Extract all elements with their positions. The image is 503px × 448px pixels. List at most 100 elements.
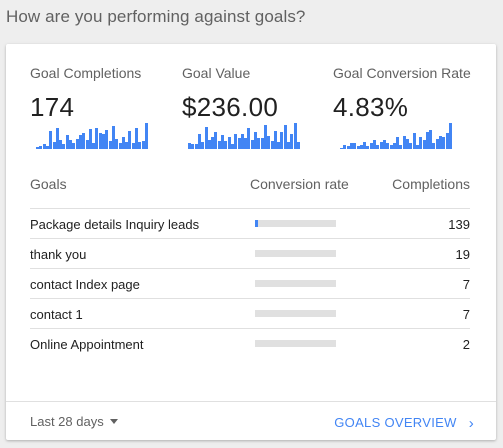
sparkline-bar xyxy=(98,133,102,149)
goal-completions: 19 xyxy=(455,247,470,262)
goal-completions: 7 xyxy=(462,307,470,322)
conversion-rate-bar xyxy=(255,220,336,227)
sparkline-bar xyxy=(280,132,284,149)
sparkline-bar xyxy=(442,137,446,149)
sparkline-bar xyxy=(254,132,257,149)
sparkline-bar xyxy=(432,143,436,149)
sparkline-bar xyxy=(75,139,79,149)
sparkline-bar xyxy=(396,137,400,149)
sparkline-bar xyxy=(207,140,211,149)
sparkline-bar xyxy=(287,142,290,149)
metric-goal-completions[interactable]: Goal Completions 174 xyxy=(30,65,142,122)
sparkline-bar xyxy=(230,144,234,149)
date-range-label: Last 28 days xyxy=(30,414,104,429)
sparkline-bar xyxy=(257,138,261,149)
sparkline-bar xyxy=(237,138,241,149)
sparkline-bar xyxy=(135,128,138,149)
sparkline-bar xyxy=(293,123,297,149)
metric-value: 4.83% xyxy=(333,92,409,122)
sparkline-bar xyxy=(191,144,195,149)
sparkline-bar xyxy=(263,125,267,149)
column-header-completions: Completions xyxy=(392,176,470,192)
sparkline-bar xyxy=(121,137,125,149)
conversion-rate-bar xyxy=(255,280,336,287)
sparkline-bar xyxy=(188,143,191,149)
sparkline-bar xyxy=(399,145,403,149)
goal-name: Package details Inquiry leads xyxy=(30,217,200,232)
sparkline-bar xyxy=(111,126,115,149)
sparkline-bar xyxy=(141,141,145,149)
sparkline-bar xyxy=(422,140,426,149)
sparkline-goal-conversion-rate xyxy=(340,121,452,149)
sparkline-bar xyxy=(376,145,380,149)
sparkline-bar xyxy=(59,140,63,149)
sparkline-bar xyxy=(373,140,376,149)
sparkline-bar xyxy=(55,128,59,149)
sparkline-bar xyxy=(349,143,353,149)
column-header-goals: Goals xyxy=(30,176,67,192)
sparkline-bar xyxy=(415,145,419,149)
conversion-rate-bar xyxy=(255,250,336,257)
sparkline-bar xyxy=(78,135,82,149)
goals-overview-link[interactable]: GOALS OVERVIEW › xyxy=(334,414,474,432)
sparkline-bar xyxy=(49,131,53,149)
sparkline-bar xyxy=(412,133,416,149)
conversion-rate-bar xyxy=(255,310,336,317)
sparkline-bar xyxy=(379,142,383,149)
sparkline-bar xyxy=(366,146,370,149)
sparkline-bar xyxy=(290,134,294,149)
chevron-right-icon: › xyxy=(468,415,474,432)
sparkline-bar xyxy=(201,142,205,149)
sparkline-bar xyxy=(340,148,343,149)
sparkline-bar xyxy=(402,136,406,149)
sparkline-bar xyxy=(296,142,300,149)
metric-goal-value[interactable]: Goal Value $236.00 xyxy=(182,65,278,122)
sparkline-bar xyxy=(197,134,201,149)
sparkline-bar xyxy=(105,130,109,149)
sparkline-bar xyxy=(392,143,396,149)
sparkline-bar xyxy=(353,143,357,149)
sparkline-bar xyxy=(88,129,92,149)
sparkline-bar xyxy=(343,145,347,149)
sparkline-bar xyxy=(346,146,350,149)
sparkline-bar xyxy=(118,143,122,149)
sparkline-bar xyxy=(250,140,254,149)
sparkline-bar xyxy=(267,136,271,149)
sparkline-bar xyxy=(247,128,251,149)
sparkline-bar xyxy=(224,141,228,149)
goals-table: Package details Inquiry leads 139 thank … xyxy=(30,208,470,358)
metric-value: $236.00 xyxy=(182,92,279,122)
card-footer: Last 28 days GOALS OVERVIEW › xyxy=(6,401,496,440)
metric-label: Goal Completions xyxy=(30,65,142,81)
sparkline-bar xyxy=(260,138,264,149)
sparkline-bar xyxy=(448,123,452,149)
sparkline-bar xyxy=(82,133,86,149)
table-row: contact Index page 7 xyxy=(30,268,470,298)
sparkline-bar xyxy=(194,144,198,149)
conversion-rate-fill xyxy=(255,220,259,227)
sparkline-bar xyxy=(72,143,76,149)
sparkline-bar xyxy=(217,141,221,149)
sparkline-bar xyxy=(406,139,409,149)
sparkline-bar xyxy=(277,142,281,149)
table-row: Package details Inquiry leads 139 xyxy=(30,208,470,238)
sparkline-bar xyxy=(283,125,287,149)
sparkline-bar xyxy=(369,143,373,149)
sparkline-bar xyxy=(211,137,215,149)
sparkline-bar xyxy=(108,141,112,149)
sparkline-bar xyxy=(429,130,433,149)
metric-goal-conversion-rate[interactable]: Goal Conversion Rate 4.83% xyxy=(333,65,471,122)
goals-card: Goal Completions 174 Goal Value $236.00 … xyxy=(6,44,496,440)
sparkline-bar xyxy=(62,144,66,149)
sparkline-bar xyxy=(227,137,231,149)
goals-overview-label: GOALS OVERVIEW xyxy=(334,415,457,430)
conversion-rate-bar xyxy=(255,340,336,347)
metric-value: 174 xyxy=(30,92,75,122)
sparkline-bar xyxy=(204,127,208,149)
date-range-dropdown[interactable]: Last 28 days xyxy=(30,414,118,429)
sparkline-goal-value xyxy=(188,121,300,149)
table-row: Online Appointment 2 xyxy=(30,328,470,358)
sparkline-bar xyxy=(240,134,244,149)
sparkline-bar xyxy=(435,139,439,149)
sparkline-bar xyxy=(125,142,129,149)
